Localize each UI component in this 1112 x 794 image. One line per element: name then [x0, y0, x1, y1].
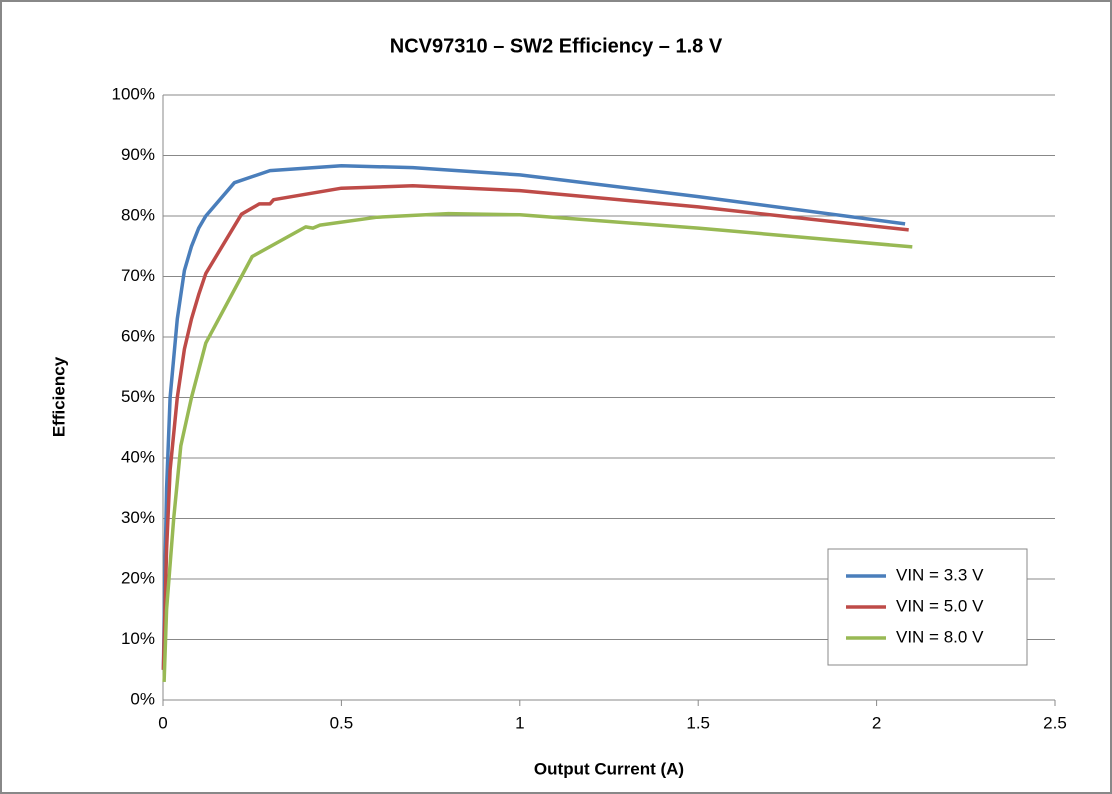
y-tick-label: 70% — [121, 266, 155, 285]
y-tick-label: 80% — [121, 205, 155, 224]
chart-title: NCV97310 – SW2 Efficiency – 1.8 V — [390, 35, 723, 57]
x-tick-label: 2 — [872, 713, 881, 732]
x-tick-label: 0.5 — [330, 713, 354, 732]
legend-label: VIN = 3.3 V — [896, 565, 984, 584]
x-axis-label: Output Current (A) — [534, 759, 684, 778]
series-line — [162, 211, 913, 682]
y-tick-label: 60% — [121, 326, 155, 345]
x-tick-label: 1 — [515, 713, 524, 732]
x-tick-label: 0 — [158, 713, 167, 732]
series-line — [161, 164, 906, 670]
y-tick-label: 0% — [130, 689, 155, 708]
legend-label: VIN = 5.0 V — [896, 596, 984, 615]
y-tick-label: 40% — [121, 447, 155, 466]
x-tick-label: 2.5 — [1043, 713, 1067, 732]
x-tick-label: 1.5 — [686, 713, 710, 732]
series-line — [161, 184, 909, 670]
y-tick-label: 90% — [121, 145, 155, 164]
y-tick-label: 20% — [121, 568, 155, 587]
y-tick-label: 50% — [121, 387, 155, 406]
y-axis-label: Efficiency — [49, 356, 68, 437]
y-tick-label: 100% — [112, 84, 155, 103]
y-tick-label: 30% — [121, 508, 155, 527]
legend-label: VIN = 8.0 V — [896, 627, 984, 646]
y-tick-label: 10% — [121, 629, 155, 648]
